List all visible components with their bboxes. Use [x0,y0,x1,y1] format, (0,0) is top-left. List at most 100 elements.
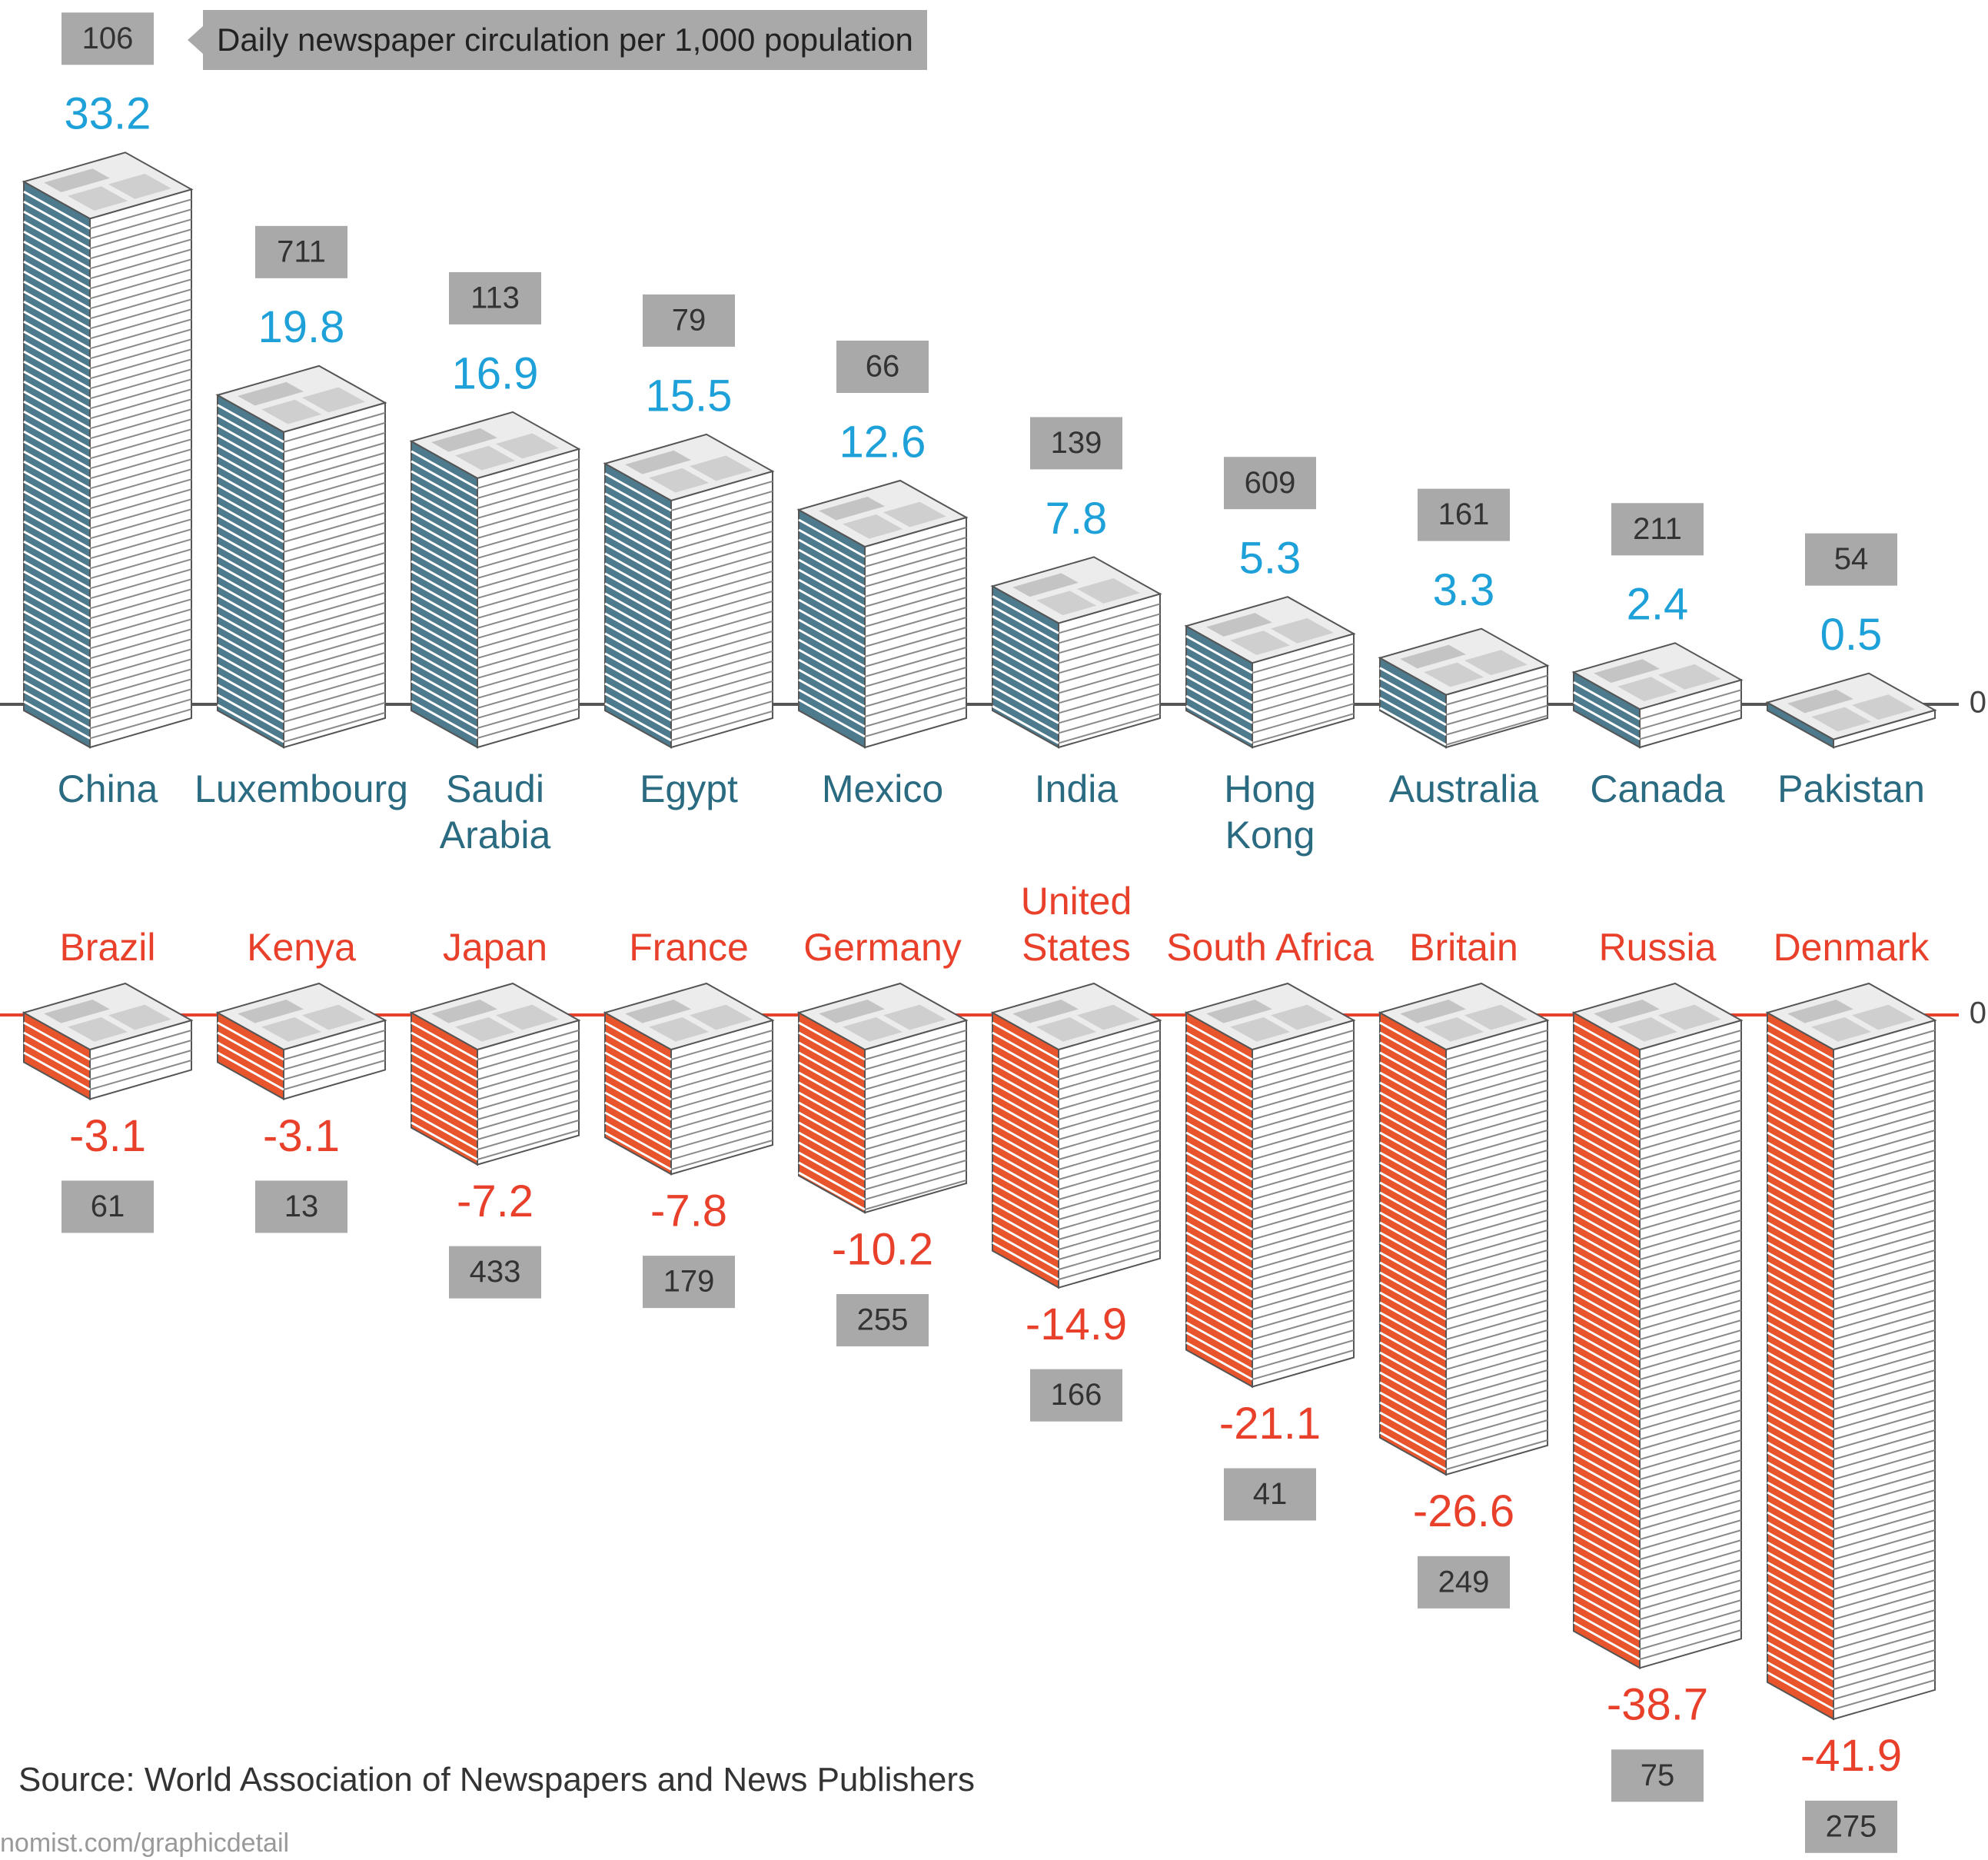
stack-stripe [89,518,192,550]
stack-stripe [1252,1130,1355,1160]
stack-stripe [1767,1051,1834,1091]
stack-stripe [1767,1621,1834,1661]
stack-stripe [670,1070,773,1100]
stack-stripe [477,637,580,669]
stack-stripe [670,570,773,601]
stack-stripe [89,618,192,650]
stack-stripe [1573,1381,1641,1421]
stack-stripe [1767,1071,1834,1111]
stack-stripe [1252,1259,1355,1290]
stack-stripe [1767,1671,1834,1711]
stack-stripe [670,530,773,561]
stack-stripe [1767,1371,1834,1411]
stack-stripe [1185,1161,1253,1201]
stack-stripe [1639,1379,1742,1410]
stack-stripe [283,421,386,453]
stack-stripe [1833,1050,1936,1080]
stack-stripe [1445,1389,1548,1420]
stack-stripe [411,1101,478,1141]
newspaper-stack [1571,982,1744,1669]
stack-stripe [670,540,773,571]
stack-stripe [1185,1301,1253,1341]
stack-stripe [864,1180,967,1210]
stack-stripe [23,290,91,330]
stack-stripe [89,368,192,400]
stack-stripe [1833,1379,1936,1410]
masthead [238,999,304,1023]
stack-stripe [1185,1141,1253,1181]
masthead [1787,689,1853,714]
stack-stripe [1252,1239,1355,1270]
stack-stripe [798,578,866,618]
stack-stripe [1185,1191,1253,1231]
stack-stripe [1573,1521,1641,1561]
stack-stripe [217,1041,284,1081]
stack-stripe [604,1101,672,1141]
stack-stripe [1058,1190,1161,1220]
stack-stripe [992,635,1059,674]
stack-stripe [1573,1051,1641,1091]
circulation-box [1418,488,1510,541]
circulation-box [255,1180,347,1233]
stack-stripe [477,537,580,569]
stack-stripe [1767,1651,1834,1691]
value-label: -10.2 [832,1224,933,1274]
stack-stripe [1379,1021,1447,1061]
stack-stripe [798,638,866,678]
stack-stripe [1379,1031,1447,1071]
stack-stripe [798,1161,866,1201]
stack-stripe [411,1051,478,1091]
stack-stripe [1767,1231,1834,1271]
stack-stripe [1185,1271,1253,1311]
stack-stripe [1058,1140,1161,1170]
stack-stripe [23,410,91,450]
column [1230,631,1291,655]
value-label: -7.8 [650,1186,727,1236]
newspaper-stack [1378,627,1550,749]
stack-stripe [1833,1170,1936,1200]
stack-stripe [864,1050,967,1080]
stack-stripe [1833,1359,1936,1390]
stack-stripe [1252,1050,1355,1080]
stack-stripe [1252,673,1355,704]
stack-stripe [411,700,478,740]
stack-stripe [1639,1299,1742,1330]
stack-stripe [1379,1111,1447,1151]
stack-stripe [1185,694,1253,734]
stack-stripe [89,1060,192,1090]
stack-stripe [1573,1091,1641,1131]
stack-stripe [217,564,284,604]
stack-stripe [411,600,478,640]
stack-stripe [283,471,386,503]
stack-stripe [1252,1080,1355,1110]
stack-top [990,982,1162,1051]
stack-stripe [798,1041,866,1081]
stack-stripe [283,611,386,643]
stack-stripe [1767,1401,1834,1441]
stack-stripe [89,1030,192,1060]
stack-stripe [1252,1100,1355,1130]
stack-stripe [1445,1090,1548,1120]
stack-stripe [477,697,580,729]
stack-stripe [1767,1031,1834,1071]
stack-stripe [1833,1339,1936,1370]
stack-stripe [1833,1249,1936,1280]
value-label: 7.8 [1046,494,1108,544]
stack-stripe [1767,1481,1834,1521]
stack-stripe [1573,1361,1641,1401]
stack-stripe [1573,1471,1641,1511]
masthead [1400,644,1466,669]
stack-stripe [604,1051,672,1091]
stack-stripe [1185,684,1253,724]
stack-stripe [283,521,386,553]
column [261,399,322,424]
stack-stripe [1639,1449,1742,1480]
stack-stripe [1573,1541,1641,1581]
stack-stripe [23,1021,91,1061]
value-label: -21.1 [1219,1399,1321,1449]
stack-stripe [864,1120,967,1150]
stack-stripe [1573,1531,1641,1571]
stack-stripe [1833,1030,1936,1060]
column [1617,677,1678,701]
stack-stripe [992,1061,1059,1101]
